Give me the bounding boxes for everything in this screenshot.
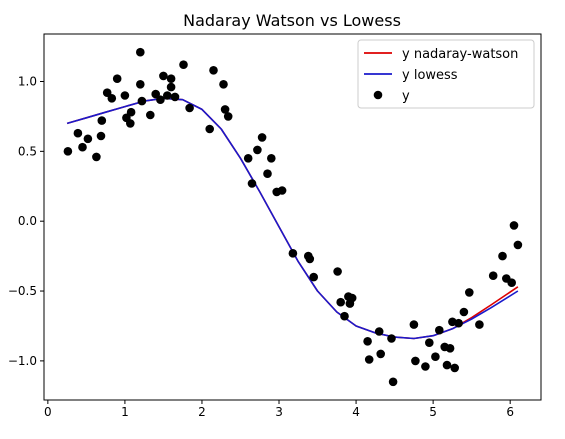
scatter-point — [126, 119, 135, 128]
scatter-point — [205, 124, 214, 134]
scatter-point — [288, 249, 298, 258]
scatter-point — [435, 325, 444, 335]
scatter-point — [475, 320, 484, 329]
scatter-point — [107, 94, 117, 103]
scatter-point — [267, 154, 276, 163]
x-tick-label: 3 — [275, 405, 283, 419]
x-tick-label: 5 — [429, 405, 437, 419]
scatter-point — [488, 271, 498, 281]
chart-title: Nadaray Watson vs Lowess — [183, 11, 401, 30]
legend-box — [357, 39, 535, 109]
scatter-point — [170, 92, 180, 102]
scatter-point — [137, 96, 147, 106]
scatter-point — [179, 60, 188, 69]
plot-frame — [43, 33, 542, 401]
scatter-point — [465, 288, 474, 297]
scatter-point — [126, 107, 136, 117]
scatter-point — [247, 179, 257, 188]
scatter-point — [445, 344, 455, 353]
scatter-point — [263, 169, 272, 178]
scatter-point — [513, 240, 523, 250]
legend-label: y lowess — [402, 68, 458, 83]
legend-label: y — [402, 89, 410, 104]
series-line-y-lowess — [66, 97, 519, 340]
scatter-point — [450, 363, 460, 373]
legend-point-marker — [373, 90, 383, 100]
scatter-point — [364, 355, 374, 364]
scatter-point — [305, 254, 315, 264]
scatter-points — [63, 47, 523, 387]
series-line-y-nadaray-watson — [66, 97, 519, 340]
x-tick-label: 2 — [198, 405, 206, 419]
scatter-point — [159, 71, 168, 81]
scatter-point — [83, 134, 93, 144]
scatter-point — [136, 80, 145, 89]
legend: y nadaray-watson y lowess y — [357, 39, 535, 109]
scatter-point — [507, 278, 516, 288]
y-axis: −1.0 −0.5 0.0 0.5 1.0 — [8, 74, 44, 368]
x-tick-label: 0 — [44, 405, 52, 419]
scatter-point — [257, 133, 267, 142]
x-tick-label: 6 — [506, 405, 514, 419]
y-tick-label: −1.0 — [8, 354, 37, 368]
scatter-point — [374, 327, 384, 336]
scatter-point — [163, 91, 172, 100]
scatter-point — [166, 74, 176, 83]
scatter-point — [459, 307, 469, 317]
scatter-point — [243, 154, 253, 163]
scatter-point — [336, 297, 346, 307]
scatter-point — [277, 186, 287, 195]
scatter-point — [63, 147, 73, 156]
scatter-point — [92, 152, 101, 162]
scatter-point — [363, 337, 372, 346]
scatter-point — [97, 116, 107, 125]
scatter-point — [454, 318, 463, 328]
scatter-point — [498, 251, 507, 261]
y-tick-label: −0.5 — [8, 284, 37, 298]
scatter-point — [340, 311, 349, 321]
scatter-point — [220, 105, 230, 114]
scatter-point — [431, 352, 440, 362]
scatter-point — [156, 95, 165, 104]
scatter-point — [253, 145, 262, 155]
scatter-point — [223, 112, 233, 121]
series-lines — [66, 97, 519, 340]
scatter-point — [388, 377, 398, 387]
scatter-point — [73, 128, 83, 138]
scatter-point — [185, 103, 194, 113]
scatter-point — [96, 131, 106, 141]
scatter-point — [112, 74, 122, 83]
scatter-point — [387, 334, 396, 343]
scatter-point — [376, 349, 386, 359]
y-tick-label: 0.5 — [18, 144, 37, 158]
scatter-point — [120, 91, 130, 100]
scatter-point — [209, 66, 218, 75]
y-tick-label: 0.0 — [18, 214, 37, 228]
scatter-point — [309, 272, 319, 282]
y-tick-label: 1.0 — [18, 74, 37, 88]
scatter-point — [442, 360, 452, 370]
scatter-point — [411, 356, 420, 366]
scatter-point — [78, 142, 87, 152]
scatter-point — [409, 320, 419, 329]
legend-label: y nadaray-watson — [402, 47, 518, 62]
scatter-point — [333, 267, 342, 276]
scatter-point — [136, 47, 145, 57]
scatter-point — [166, 82, 176, 92]
scatter-point — [425, 338, 434, 348]
scatter-point — [219, 80, 228, 89]
scatter-point — [146, 110, 155, 120]
x-tick-label: 4 — [352, 405, 360, 419]
scatter-point — [509, 221, 519, 230]
scatter-point — [421, 362, 430, 371]
x-tick-label: 1 — [121, 405, 129, 419]
x-axis: 0 1 2 3 4 5 6 — [44, 400, 514, 419]
scatter-point — [347, 293, 357, 303]
